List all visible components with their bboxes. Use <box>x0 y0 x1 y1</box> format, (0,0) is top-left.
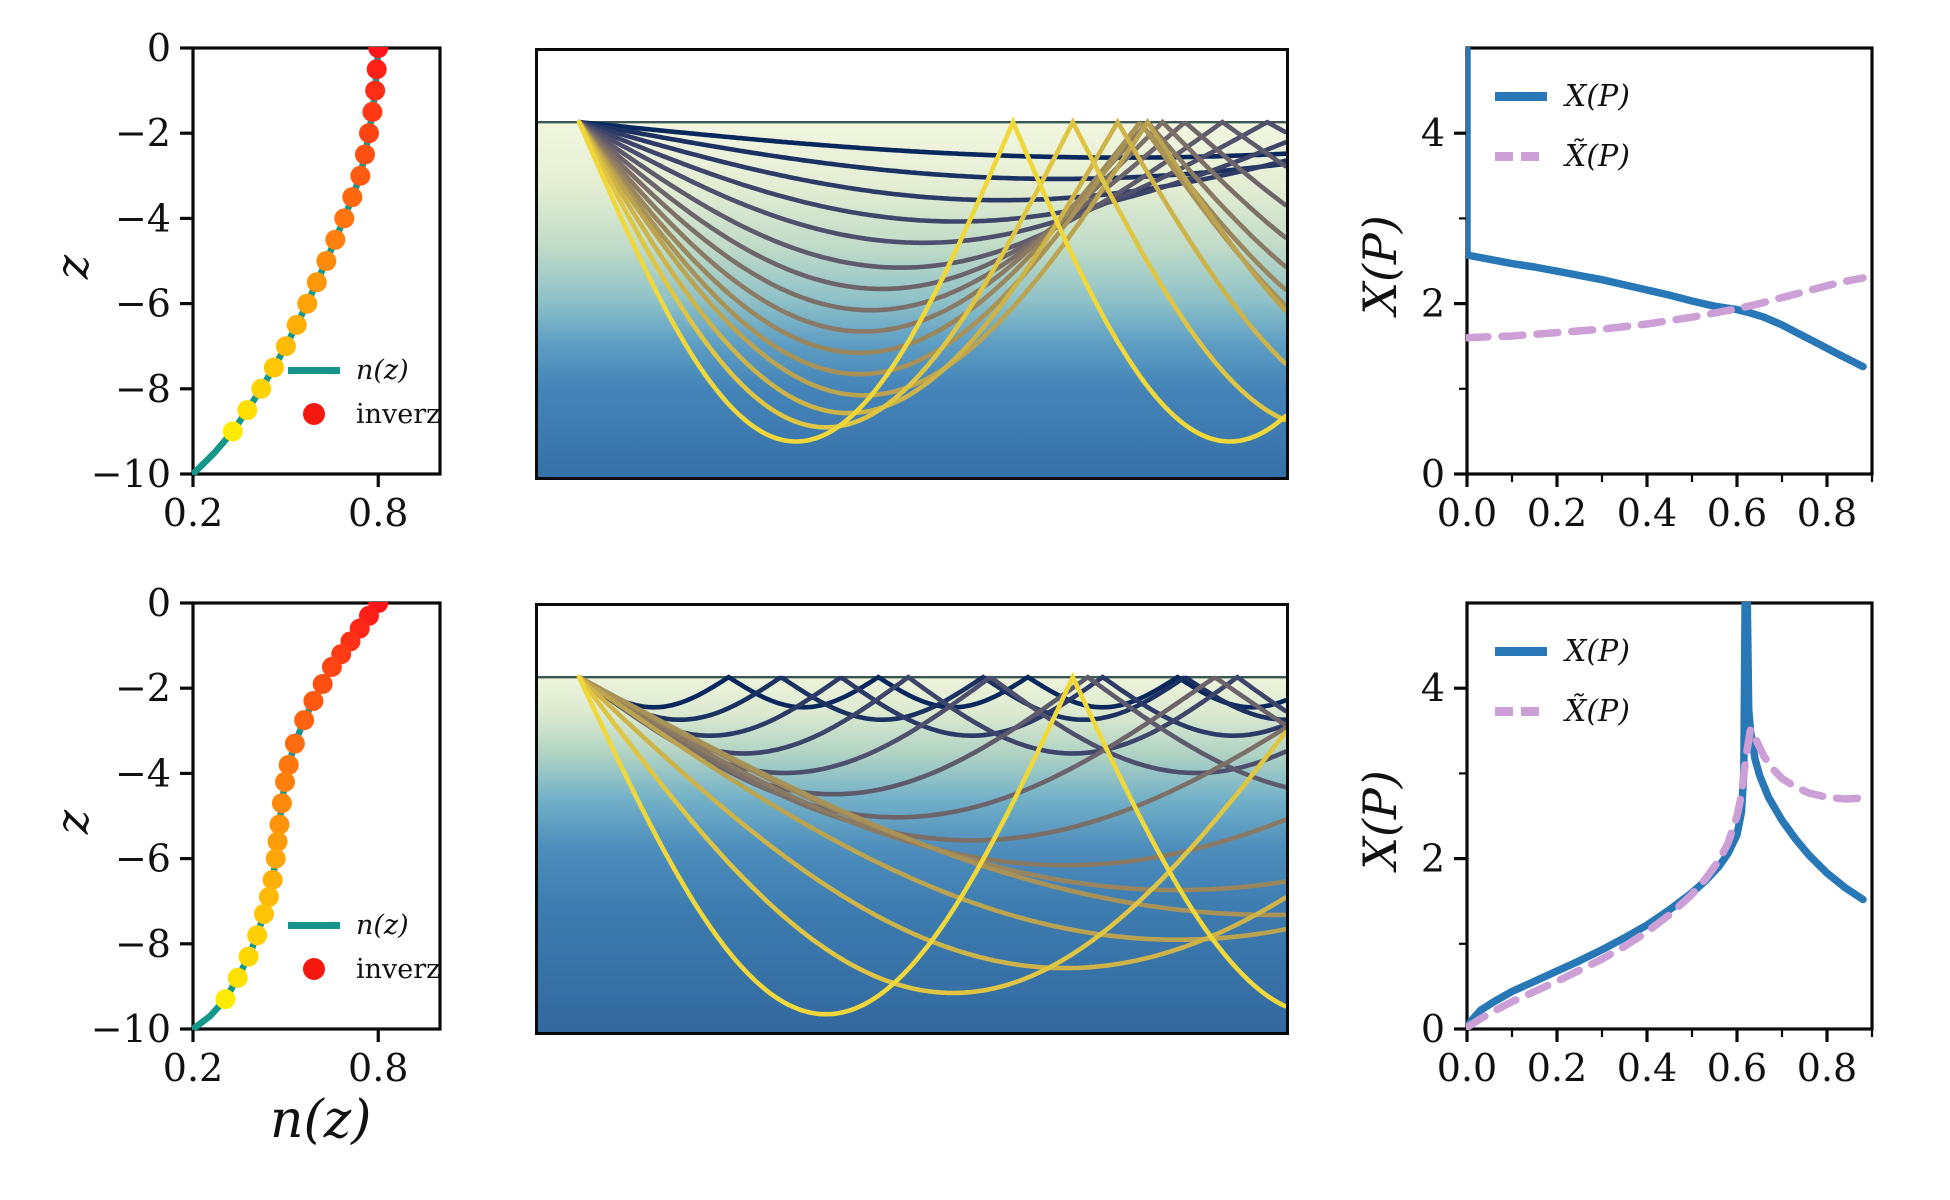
legend-label-xp: X(P) <box>1565 78 1630 114</box>
profile-plot-bottom: 0.2 0.8 0 −2 −4 −6 −8 −10 n(z) inverz <box>91 581 442 1090</box>
svg-text:0.4: 0.4 <box>1617 491 1677 535</box>
y-axis-label-xp-bottom: X(P) <box>1352 770 1407 870</box>
svg-text:4: 4 <box>1421 666 1445 710</box>
legend-entry-nz: n(z) <box>288 903 440 947</box>
svg-text:0.0: 0.0 <box>1437 1046 1497 1090</box>
blue-line-sample <box>1495 91 1547 101</box>
profile-top-canvas: 0.2 0.8 0 −2 −4 −6 −8 −10 <box>91 26 442 535</box>
svg-text:2: 2 <box>1421 837 1445 881</box>
ray-top-canvas <box>538 116 1286 477</box>
y-axis-label-xp-top: X(P) <box>1352 215 1407 315</box>
svg-text:−2: −2 <box>115 666 171 710</box>
teal-line-sample <box>288 921 340 929</box>
legend-entry-inverz: inverz <box>288 392 440 436</box>
y-axis-label-z-top: z <box>45 254 100 280</box>
violet-dash-sample <box>1495 706 1547 716</box>
legend-label-nz: n(z) <box>356 354 409 386</box>
svg-text:0.8: 0.8 <box>348 491 408 535</box>
svg-text:−4: −4 <box>115 751 171 795</box>
xp-top-legend: X(P) X̃(P) <box>1495 66 1630 186</box>
xp-bottom-legend: X(P) X̃(P) <box>1495 621 1630 741</box>
svg-text:0.2: 0.2 <box>163 1046 223 1090</box>
svg-text:0.8: 0.8 <box>348 1046 408 1090</box>
svg-text:0: 0 <box>147 26 171 70</box>
ray-plot-bottom <box>535 603 1289 1035</box>
red-dot-sample <box>303 958 325 980</box>
svg-text:−8: −8 <box>115 922 171 966</box>
svg-text:0.2: 0.2 <box>1527 1046 1587 1090</box>
svg-text:2: 2 <box>1421 282 1445 326</box>
x-axis-label-nz: n(z) <box>270 1090 372 1150</box>
legend-label-inverz: inverz <box>356 953 441 985</box>
svg-text:0.6: 0.6 <box>1707 1046 1767 1090</box>
svg-text:−4: −4 <box>115 196 171 240</box>
ray-bottom-canvas <box>538 671 1286 1032</box>
legend-label-xp: X(P) <box>1565 633 1630 669</box>
profile-bottom-legend: n(z) inverz <box>288 903 440 991</box>
svg-text:0.0: 0.0 <box>1437 491 1497 535</box>
profile-plot-top: 0.2 0.8 0 −2 −4 −6 −8 −10 n(z) inverz <box>91 26 442 535</box>
y-axis-label-z-bottom: z <box>45 809 100 835</box>
ray-plot-top <box>535 48 1289 480</box>
svg-text:0: 0 <box>1421 1007 1445 1051</box>
svg-text:0: 0 <box>1421 452 1445 496</box>
legend-entry-xp-tilde: X̃(P) <box>1495 126 1630 186</box>
svg-text:−6: −6 <box>115 837 171 881</box>
svg-text:0: 0 <box>147 581 171 625</box>
legend-label-nz: n(z) <box>356 909 409 941</box>
svg-text:0.8: 0.8 <box>1797 1046 1857 1090</box>
svg-text:4: 4 <box>1421 111 1445 155</box>
red-dot-sample <box>303 403 325 425</box>
xp-plot-top: 0.0 0.2 0.4 0.6 0.8 0 2 4 X(P) X̃(P) <box>1421 46 1874 535</box>
xp-bottom-canvas: 0.0 0.2 0.4 0.6 0.8 0 2 4 <box>1421 601 1874 1090</box>
blue-line-sample <box>1495 646 1547 656</box>
svg-text:0.2: 0.2 <box>1527 491 1587 535</box>
svg-text:0.6: 0.6 <box>1707 491 1767 535</box>
legend-label-xp-tilde: X̃(P) <box>1565 693 1630 729</box>
legend-entry-inverz: inverz <box>288 947 440 991</box>
legend-entry-xp: X(P) <box>1495 66 1630 126</box>
violet-dash-sample <box>1495 151 1547 161</box>
xp-top-canvas: 0.0 0.2 0.4 0.6 0.8 0 2 4 <box>1421 46 1874 535</box>
svg-text:0.4: 0.4 <box>1617 1046 1677 1090</box>
svg-text:−10: −10 <box>91 1007 171 1051</box>
svg-text:0.2: 0.2 <box>163 491 223 535</box>
profile-bottom-canvas: 0.2 0.8 0 −2 −4 −6 −8 −10 <box>91 581 442 1090</box>
svg-text:−2: −2 <box>115 111 171 155</box>
legend-entry-xp-tilde: X̃(P) <box>1495 681 1630 741</box>
svg-text:−10: −10 <box>91 452 171 496</box>
teal-line-sample <box>288 366 340 374</box>
svg-text:−6: −6 <box>115 282 171 326</box>
legend-label-inverz: inverz <box>356 398 441 430</box>
profile-top-legend: n(z) inverz <box>288 348 440 436</box>
legend-entry-nz: n(z) <box>288 348 440 392</box>
xp-plot-bottom: 0.0 0.2 0.4 0.6 0.8 0 2 4 X(P) X̃(P) <box>1421 601 1874 1090</box>
legend-entry-xp: X(P) <box>1495 621 1630 681</box>
svg-text:0.8: 0.8 <box>1797 491 1857 535</box>
legend-label-xp-tilde: X̃(P) <box>1565 138 1630 174</box>
svg-text:−8: −8 <box>115 367 171 411</box>
